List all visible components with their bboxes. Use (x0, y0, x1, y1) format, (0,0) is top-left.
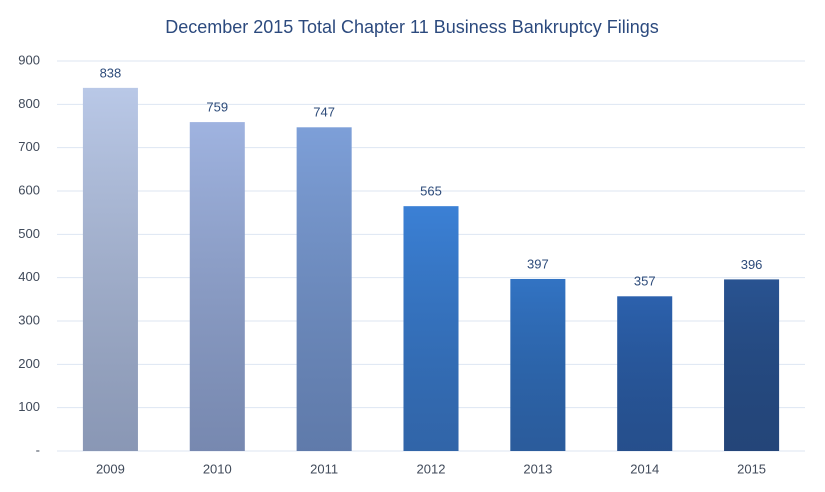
y-tick-label: 100 (18, 399, 40, 414)
y-tick-label: 200 (18, 356, 40, 371)
bar-shade (403, 206, 459, 451)
x-tick-label: 2015 (737, 461, 766, 476)
y-tick-label: 600 (18, 182, 40, 197)
value-label: 565 (420, 184, 442, 199)
x-tick-label: 2011 (310, 461, 338, 476)
bar-shade (296, 127, 352, 452)
y-tick-label: - (36, 442, 40, 457)
bar-shade (189, 122, 245, 451)
bar-shade (724, 279, 780, 451)
y-tick-label: 700 (18, 139, 40, 154)
x-tick-label: 2012 (417, 461, 446, 476)
bar-shade (82, 87, 138, 451)
chart-title: December 2015 Total Chapter 11 Business … (165, 17, 659, 37)
value-label: 747 (313, 105, 335, 120)
value-label: 759 (206, 100, 228, 115)
y-tick-label: 900 (18, 52, 40, 67)
bar-shade (617, 296, 673, 451)
bar-shade (510, 278, 566, 451)
value-label: 838 (100, 65, 122, 80)
y-tick-label: 500 (18, 226, 40, 241)
value-label: 396 (741, 257, 763, 272)
value-label: 357 (634, 274, 656, 289)
y-tick-label: 800 (18, 96, 40, 111)
y-tick-label: 400 (18, 269, 40, 284)
x-tick-label: 2010 (203, 461, 232, 476)
x-tick-label: 2013 (523, 461, 552, 476)
x-tick-label: 2014 (630, 461, 659, 476)
y-tick-label: 300 (18, 312, 40, 327)
x-tick-label: 2009 (96, 461, 125, 476)
value-label: 397 (527, 256, 549, 271)
